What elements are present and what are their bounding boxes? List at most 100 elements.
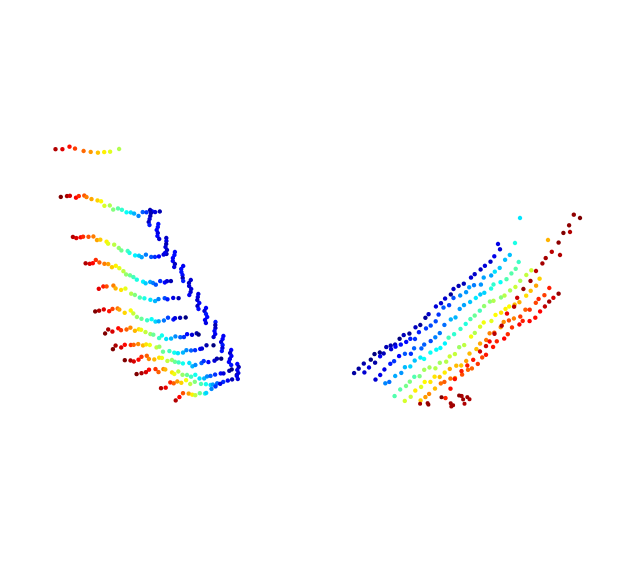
point <box>149 254 154 260</box>
point <box>408 364 413 369</box>
point <box>197 391 202 396</box>
point <box>180 361 186 366</box>
point <box>208 373 213 379</box>
point <box>488 259 493 264</box>
point <box>121 269 126 274</box>
point <box>482 263 488 268</box>
point <box>419 346 424 351</box>
point <box>448 292 453 297</box>
point <box>448 376 453 381</box>
point <box>426 391 432 397</box>
point <box>373 377 378 382</box>
point <box>412 358 417 363</box>
point <box>102 261 107 266</box>
point <box>480 355 485 360</box>
point <box>502 293 507 298</box>
point <box>102 203 107 208</box>
point <box>549 249 554 254</box>
point <box>413 325 418 330</box>
point <box>211 334 216 340</box>
point <box>417 374 422 379</box>
point <box>113 343 118 348</box>
point <box>529 268 534 273</box>
point <box>421 356 427 362</box>
point <box>428 338 433 344</box>
point <box>122 310 127 315</box>
point <box>456 283 461 289</box>
point <box>209 386 214 392</box>
point <box>119 345 124 350</box>
point <box>442 322 447 328</box>
point <box>188 381 193 387</box>
point <box>507 288 513 293</box>
point <box>465 395 470 400</box>
point <box>418 401 423 406</box>
point <box>433 335 438 340</box>
point <box>577 215 583 221</box>
point <box>392 393 397 399</box>
point <box>201 358 206 364</box>
point <box>101 284 106 289</box>
point <box>132 292 138 298</box>
point <box>499 323 504 328</box>
point <box>106 261 111 267</box>
point <box>102 149 107 155</box>
point <box>128 325 133 330</box>
point <box>518 314 523 319</box>
point <box>382 367 387 372</box>
point <box>468 275 474 280</box>
point <box>388 361 393 366</box>
point <box>457 345 462 350</box>
point <box>497 265 502 271</box>
point <box>458 326 463 332</box>
point <box>72 146 78 151</box>
point <box>422 367 427 372</box>
point <box>173 398 178 403</box>
point <box>193 393 198 398</box>
point <box>172 316 178 321</box>
point <box>113 286 118 291</box>
point <box>81 148 86 154</box>
point <box>528 288 533 293</box>
point <box>487 331 492 336</box>
point <box>448 317 453 322</box>
point <box>372 351 377 357</box>
point <box>475 361 480 367</box>
point <box>407 379 412 384</box>
point <box>521 286 526 292</box>
point <box>408 336 413 341</box>
point <box>203 320 209 326</box>
left-point-cluster <box>53 144 241 403</box>
point <box>433 304 439 309</box>
point <box>453 315 458 320</box>
point <box>143 370 149 375</box>
point <box>437 330 442 336</box>
point <box>441 305 446 310</box>
point <box>463 290 469 295</box>
point <box>402 351 408 356</box>
point <box>504 311 510 316</box>
point <box>104 284 109 289</box>
point <box>132 253 138 258</box>
point <box>503 306 508 312</box>
point <box>372 360 378 365</box>
point <box>117 307 122 312</box>
point <box>413 388 418 393</box>
point <box>478 292 483 297</box>
point <box>434 347 439 352</box>
point <box>513 266 518 271</box>
point <box>143 252 149 257</box>
point <box>511 316 517 321</box>
point <box>211 343 216 348</box>
point <box>152 254 158 260</box>
point <box>468 334 474 339</box>
point <box>571 212 576 217</box>
point <box>96 308 102 313</box>
point <box>80 234 86 239</box>
point <box>131 342 136 347</box>
point <box>152 357 157 362</box>
point <box>148 297 153 302</box>
point <box>156 319 161 324</box>
point <box>452 351 458 357</box>
